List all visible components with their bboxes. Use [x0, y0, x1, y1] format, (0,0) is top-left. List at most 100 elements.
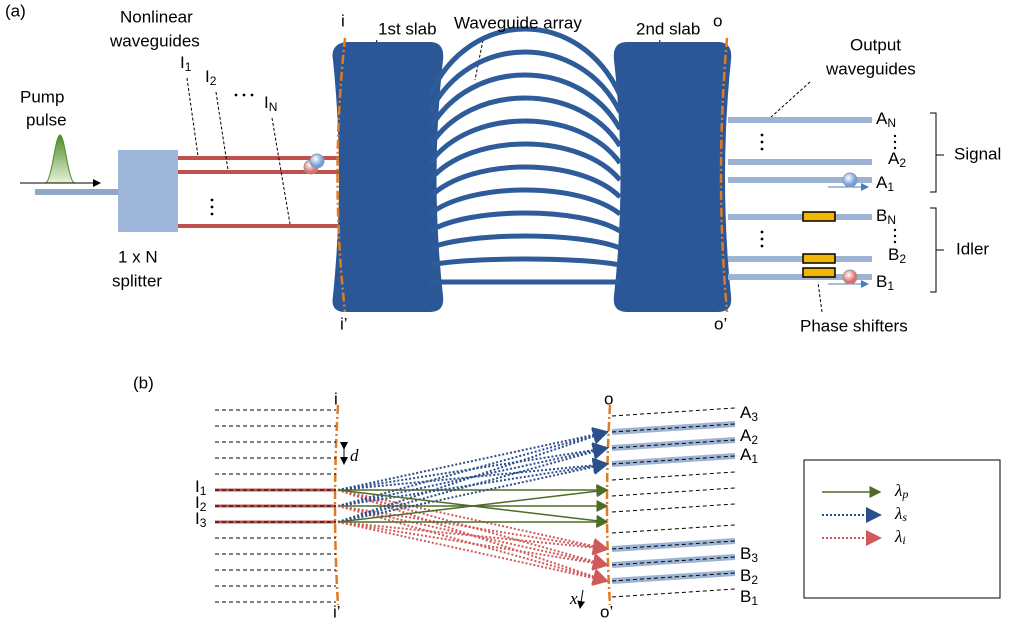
idler-label-sub: N — [887, 213, 896, 227]
idler-label-base: B — [740, 544, 751, 563]
output-waveguide — [612, 440, 735, 448]
signal-label-sub: 1 — [887, 180, 894, 194]
waveguide — [430, 213, 620, 231]
waveguide-array — [430, 29, 620, 282]
signal-ray — [338, 464, 607, 522]
guide-line — [612, 488, 735, 496]
slab — [614, 42, 731, 312]
idler-label: B1 — [740, 587, 758, 607]
splitter-label: 1 x N — [118, 247, 158, 266]
output-waveguide — [612, 456, 735, 464]
idler-label-base: B — [876, 272, 887, 291]
idler-label: B3 — [740, 544, 758, 564]
idler-ray — [338, 522, 607, 581]
signal-label-sub: 2 — [899, 156, 906, 170]
output-label: waveguides — [825, 59, 916, 78]
output-waveguides — [728, 120, 872, 277]
legend-label: λi — [894, 527, 906, 547]
signal-label-sub: N — [887, 116, 896, 130]
input-label-sub: 3 — [200, 516, 207, 530]
spacing-label: d — [350, 446, 359, 465]
shifters-label: Phase shifters — [800, 316, 908, 335]
panel-b-shapes — [215, 405, 1000, 608]
signal-ray — [338, 432, 607, 522]
signal-label: A2 — [740, 426, 758, 446]
signal-label: A1 — [876, 173, 894, 193]
guide-line — [612, 589, 735, 597]
idler-label-base: B — [740, 587, 751, 606]
panel-label: (b) — [133, 373, 154, 392]
plane-label: i — [341, 11, 345, 30]
output-waveguide — [612, 541, 735, 549]
guide-line — [612, 504, 735, 512]
output-waveguide — [612, 424, 735, 432]
guide-line — [612, 408, 735, 416]
waveguide — [430, 29, 620, 95]
pump-label: Pump — [20, 87, 64, 106]
photon — [843, 173, 857, 187]
legend-label-sub: s — [902, 510, 907, 524]
idler-label: B2 — [888, 245, 906, 265]
signal-label-base: A — [740, 445, 752, 464]
input-label-sub: 1 — [200, 484, 207, 498]
legend-label-base: λ — [894, 481, 902, 500]
waveguide — [430, 190, 620, 214]
idler-label-sub: 2 — [751, 573, 758, 587]
idler-label-base: B — [876, 206, 887, 225]
signal-ray — [338, 448, 607, 490]
plane-label: i’ — [333, 602, 341, 621]
splitter-label: splitter — [112, 271, 162, 290]
signal-ray — [338, 464, 607, 506]
idler-label-sub: 3 — [751, 551, 758, 565]
panel-label: (a) — [5, 1, 26, 20]
legend-label: λs — [894, 504, 907, 524]
signal-label-base: A — [876, 173, 888, 192]
input-label-sub: N — [269, 100, 278, 114]
slab — [333, 42, 444, 312]
plane-label: i — [334, 389, 338, 408]
idler-label-sub: 2 — [899, 252, 906, 266]
plane-label: o — [604, 389, 613, 408]
idler-label-base: B — [740, 566, 751, 585]
legend-label-base: λ — [894, 527, 902, 546]
x-arrow — [580, 590, 583, 608]
waveguide — [430, 144, 620, 180]
input-label: I2 — [205, 67, 217, 87]
input-label-sub: 2 — [200, 500, 207, 514]
input-label-sub: 1 — [185, 60, 192, 74]
signal-label-sub: 2 — [751, 433, 758, 447]
plane-label: i’ — [340, 314, 348, 333]
diagram: (a) Pump pulse Nonlinear waveguides I1 I2 IN 1 x… — [0, 0, 1017, 628]
legend-label: λp — [894, 481, 908, 501]
waveguide — [430, 259, 620, 265]
pump-label: pulse — [26, 110, 67, 129]
nonlinear-label: Nonlinear — [120, 7, 193, 26]
signal-label: AN — [876, 109, 896, 129]
signal-label-base: A — [740, 403, 752, 422]
bracket — [930, 113, 944, 292]
signal-ray — [338, 432, 607, 490]
photon — [843, 270, 857, 284]
idler-ray — [338, 506, 607, 565]
signal-label: A3 — [740, 403, 758, 423]
slab-label: 1st slab — [378, 19, 437, 38]
legend-label-sub: p — [901, 487, 908, 501]
panel-a-shapes — [20, 29, 944, 312]
output-waveguide — [612, 557, 735, 565]
legend-label-sub: i — [902, 533, 905, 547]
nonlinear-label: waveguides — [109, 31, 200, 50]
photon — [310, 154, 324, 168]
input-label: I1 — [180, 53, 192, 73]
x-label: x — [569, 589, 578, 608]
signal-label-base: A — [740, 426, 752, 445]
signal-label: A1 — [740, 445, 758, 465]
slab-label: 2nd slab — [636, 19, 700, 38]
idler-label: B1 — [876, 272, 894, 292]
idler-label-sub: 1 — [887, 279, 894, 293]
signal-label-sub: 3 — [751, 410, 758, 424]
pump-pulse-shape — [45, 135, 75, 183]
idler-label: B2 — [740, 566, 758, 586]
input-label: IN — [264, 93, 277, 113]
plane-label: o’ — [600, 602, 613, 621]
signal-label-base: A — [876, 109, 888, 128]
